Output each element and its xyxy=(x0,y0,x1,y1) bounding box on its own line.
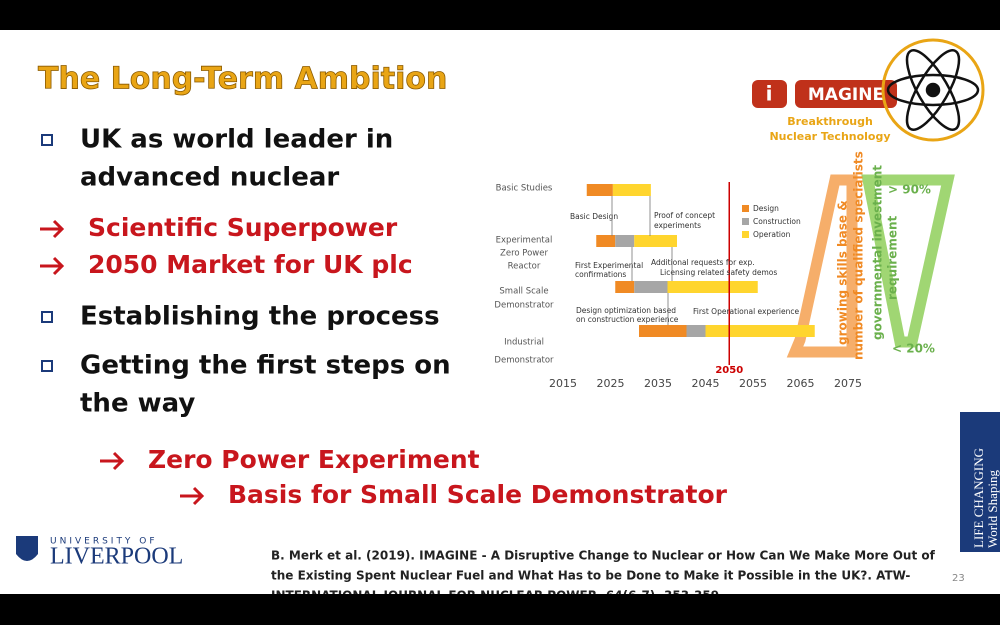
x-tick-label: 2055 xyxy=(739,377,767,390)
annotation: Additional requests for exp. xyxy=(651,258,755,267)
university-name: LIVERPOOL xyxy=(50,544,183,570)
bullet-text: Basis for Small Scale Demonstrator xyxy=(228,480,728,509)
investment-label: governmental investment xyxy=(871,165,885,340)
x-tick-label: 2025 xyxy=(597,377,625,390)
x-tick-label: 2065 xyxy=(787,377,815,390)
annotation: First Operational experience xyxy=(693,307,800,316)
bullet-text: 2050 Market for UK plc xyxy=(88,250,413,279)
row-label: Demonstrator xyxy=(494,301,554,311)
timeline-bar xyxy=(596,235,616,247)
citation-line: the Existing Spent Nuclear Fuel and What… xyxy=(271,569,910,583)
row-label: Experimental xyxy=(496,236,553,246)
low-label: < 20% xyxy=(892,342,935,356)
badge xyxy=(960,412,1000,552)
legend-swatch xyxy=(742,218,749,225)
bullet-text: Zero Power Experiment xyxy=(148,445,480,474)
row-label: Reactor xyxy=(508,262,541,272)
annotation: confirmations xyxy=(575,270,626,279)
bullet-text: Scientific Superpower xyxy=(88,213,398,242)
timeline-bar xyxy=(612,184,651,196)
timeline-bar xyxy=(667,281,758,293)
bottom-bar xyxy=(0,594,1000,625)
x-tick-label: 2015 xyxy=(549,377,577,390)
legend-label: Design xyxy=(753,204,779,213)
bullet-square xyxy=(41,360,53,372)
page-number: 23 xyxy=(952,573,965,584)
row-label: Zero Power xyxy=(500,249,548,259)
x-tick-label: 2075 xyxy=(834,377,862,390)
bullet-square xyxy=(41,134,53,146)
logo-word: MAGINE xyxy=(808,85,884,105)
logo-i-box xyxy=(752,80,787,108)
timeline-bar xyxy=(615,235,635,247)
legend-swatch xyxy=(742,231,749,238)
bullet-arrow xyxy=(100,451,125,471)
timeline-bar xyxy=(615,281,635,293)
logo-tagline: Breakthrough xyxy=(787,115,873,128)
timeline-bar xyxy=(586,184,613,196)
annotation: Design optimization based xyxy=(576,306,676,315)
annotation: on construction experience xyxy=(576,315,679,324)
row-label: Basic Studies xyxy=(496,184,553,194)
legend-label: Operation xyxy=(753,230,791,239)
legend-label: Construction xyxy=(753,217,801,226)
row-label: Industrial xyxy=(504,338,544,348)
university-crest xyxy=(16,536,38,561)
logo-word-box xyxy=(795,80,897,108)
badge-line: LIFE CHANGING xyxy=(971,448,986,548)
legend-swatch xyxy=(742,205,749,212)
timeline-bar xyxy=(639,325,687,337)
annotation: First Experimental xyxy=(575,261,643,270)
bullet-arrow xyxy=(40,256,65,276)
annotation: Licensing related safety demos xyxy=(660,268,777,277)
marker-label: 2050 xyxy=(715,365,743,376)
row-label: Small Scale xyxy=(499,287,548,297)
bullet-square xyxy=(41,311,53,323)
timeline-bar xyxy=(686,325,706,337)
x-tick-label: 2045 xyxy=(692,377,720,390)
annotation: Proof of concept xyxy=(654,211,715,220)
timeline-bar xyxy=(634,281,668,293)
skills-label: growing skills base & xyxy=(836,200,850,345)
logo-tagline: Nuclear Technology xyxy=(769,130,890,143)
slide-title: The Long-Term Ambition xyxy=(38,62,447,97)
bullet-text: advanced nuclear xyxy=(80,163,339,193)
skills-bracket xyxy=(786,174,858,358)
annotation: Basic Design xyxy=(570,212,618,221)
citation-line: B. Merk et al. (2019). IMAGINE - A Disru… xyxy=(271,549,936,563)
slide-background xyxy=(0,30,1000,595)
logo-i: i xyxy=(766,82,773,106)
university-top: UNIVERSITY OF xyxy=(50,537,158,547)
bullet-arrow xyxy=(40,219,65,239)
bullet-text: UK as world leader in xyxy=(80,125,393,155)
high-label: > 90% xyxy=(888,183,931,197)
bullet-text: the way xyxy=(80,389,195,419)
row-label: Demonstrator xyxy=(494,356,554,366)
x-tick-label: 2035 xyxy=(644,377,672,390)
bullet-text: Getting the first steps on xyxy=(80,351,451,381)
investment-funnel xyxy=(861,174,955,348)
atom-icon xyxy=(881,38,985,142)
investment-label: requirement xyxy=(886,215,900,300)
bullet-text: Establishing the process xyxy=(80,302,440,332)
skills-label: number of qualified specialists xyxy=(852,151,866,360)
bullet-arrow xyxy=(180,486,205,506)
annotation: experiments xyxy=(654,221,701,230)
badge-line: World Shaping xyxy=(985,469,1000,548)
timeline-bar xyxy=(705,325,815,337)
timeline-bar xyxy=(634,235,677,247)
